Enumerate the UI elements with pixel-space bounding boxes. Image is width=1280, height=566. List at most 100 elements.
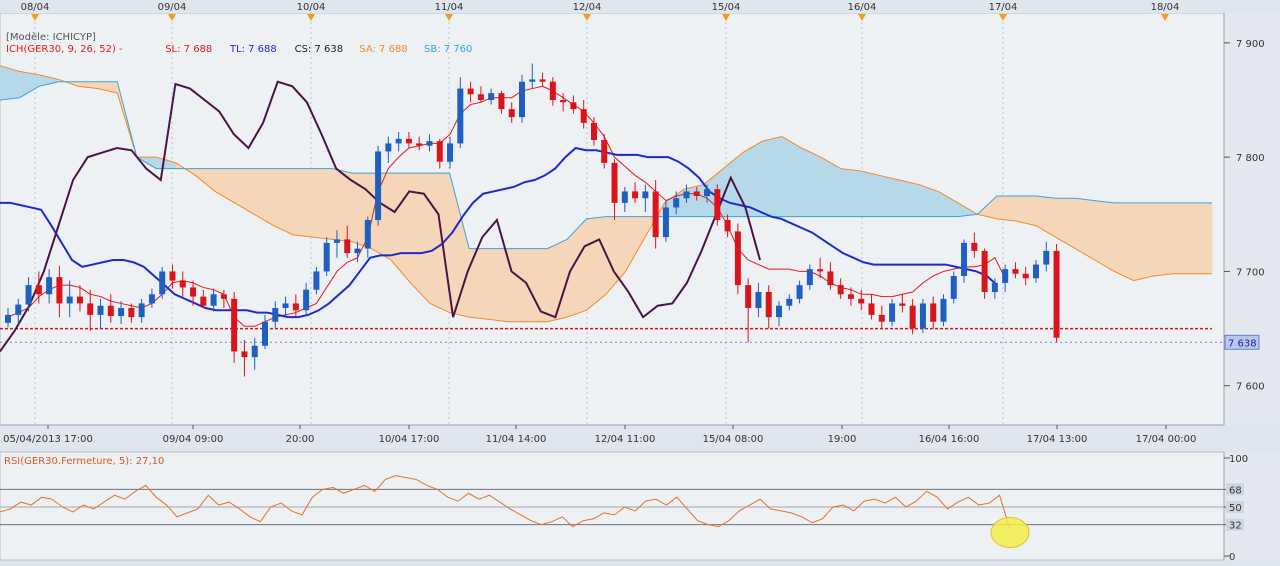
candle [66, 280, 73, 318]
candle [416, 136, 423, 151]
cloud-segment [488, 248, 509, 322]
candle [138, 298, 145, 323]
price-tick-label: 7 800 [1236, 153, 1265, 164]
current-price-label: 7 638 [1228, 338, 1257, 349]
candle-body [148, 294, 155, 304]
candle [385, 136, 392, 163]
candle [87, 289, 94, 331]
candle [632, 182, 639, 203]
candle-body [303, 289, 310, 311]
candle [107, 294, 114, 323]
candle [395, 132, 402, 152]
candlesticks [5, 63, 1060, 377]
candle [169, 264, 176, 289]
candle [529, 63, 536, 89]
candle-body [251, 345, 258, 358]
legend-item: ICH(GER30, 9, 26, 52) - [6, 44, 123, 55]
candle-body [765, 292, 772, 318]
price-tick-label: 7 700 [1236, 267, 1265, 278]
candle-body [323, 242, 330, 272]
candle-body [97, 305, 104, 315]
candle [662, 200, 669, 242]
candle-body [714, 189, 721, 220]
candle [272, 301, 279, 329]
cloud-segment [1016, 195, 1037, 227]
cloud-segment [1172, 202, 1193, 274]
candle-body [611, 162, 618, 203]
candle-body [642, 191, 649, 199]
time-axis: 05/04/2013 17:00 09/04 09:00 20:00 10/04 17… [0, 424, 1224, 445]
candle-body [56, 277, 63, 304]
candle [673, 191, 680, 215]
candle [570, 95, 577, 114]
candle-body [899, 303, 906, 306]
candle [899, 294, 906, 313]
candle-body [529, 79, 536, 82]
cloud-segment [996, 195, 1017, 222]
candle [560, 93, 567, 112]
top-date-strip [0, 0, 1280, 13]
cloud-segment [840, 168, 861, 217]
candle-body [292, 303, 299, 311]
candle [704, 184, 711, 203]
candle-body [662, 207, 669, 238]
candle-body [118, 308, 125, 316]
candle [488, 88, 495, 105]
candle [776, 301, 782, 327]
candle [683, 184, 690, 203]
candle-body [15, 304, 22, 315]
candle [5, 308, 11, 328]
candle [56, 265, 63, 318]
legend-item: SA: 7 688 [359, 44, 407, 55]
candle [714, 184, 721, 226]
candle [375, 145, 382, 226]
candle [426, 134, 433, 152]
candle [333, 230, 340, 258]
legend-item: SB: 7 760 [424, 44, 472, 55]
candle [323, 237, 330, 276]
candle [457, 77, 464, 148]
legend-item: SL: 7 688 [165, 44, 212, 55]
candle [25, 277, 32, 312]
candle [148, 288, 155, 308]
candle-body [220, 294, 227, 299]
candle-body [1012, 269, 1019, 274]
candle-body [539, 79, 546, 82]
candle-body [868, 303, 875, 315]
candle [220, 289, 227, 308]
rsi-level-badge [1226, 501, 1244, 513]
day-marker-icon [999, 14, 1007, 21]
cloud-segment [312, 168, 333, 240]
candle [539, 72, 546, 87]
cloud-segment [273, 168, 294, 236]
candle-body [190, 287, 197, 297]
candle-body [683, 191, 690, 199]
candle [118, 301, 125, 324]
candle [611, 159, 618, 220]
candle [642, 184, 649, 212]
candle-body [1053, 250, 1060, 338]
candle-body [46, 277, 53, 295]
candle [179, 271, 186, 297]
candle-body [950, 276, 957, 299]
rsi-label: RSI(GER30.Fermeture, 5): 27,10 [4, 456, 164, 467]
cloud-segment [683, 184, 704, 217]
candle [827, 262, 834, 290]
day-marker-icon [858, 14, 866, 21]
candle [241, 340, 248, 377]
candle [231, 292, 238, 363]
candle-body [87, 303, 94, 315]
candle-body [549, 81, 556, 100]
candle [930, 296, 937, 329]
candle [35, 271, 42, 304]
candle [796, 280, 803, 304]
candle-body [745, 285, 752, 308]
candle [1043, 241, 1050, 272]
candle-body [621, 191, 628, 203]
candle-body [755, 292, 762, 308]
candle [590, 117, 597, 146]
candle [868, 294, 875, 320]
candle [200, 289, 207, 308]
top-date-label: 17/04 [989, 2, 1018, 13]
candle-body [35, 285, 42, 295]
